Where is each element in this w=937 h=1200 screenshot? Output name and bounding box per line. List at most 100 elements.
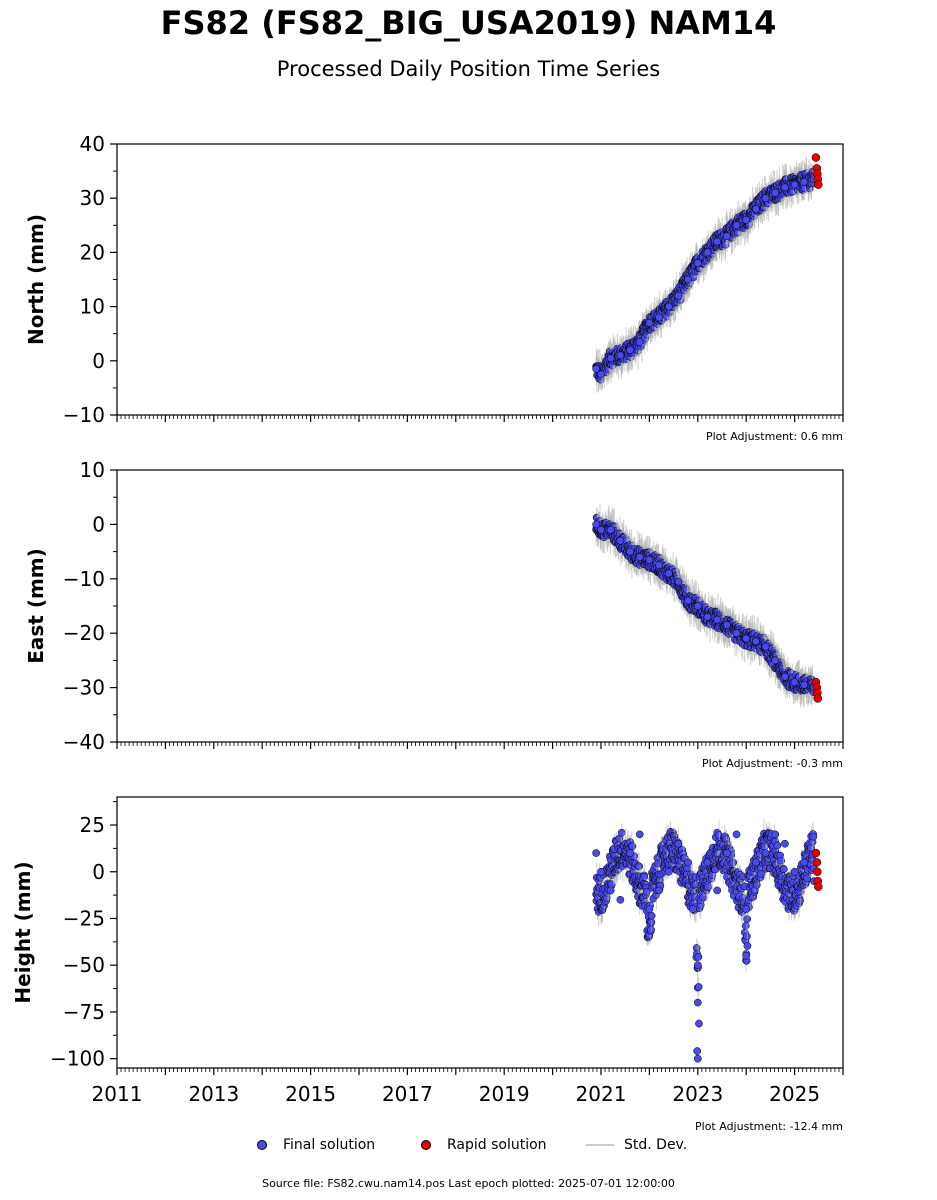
final-solution-point (790, 678, 799, 687)
rapid-solution-point (813, 694, 823, 703)
final-solution-point (781, 183, 789, 192)
final-solution-point (809, 832, 818, 841)
y-tick-label: 10 (80, 295, 105, 319)
final-solution-point (796, 896, 804, 905)
final-solution-point (761, 642, 770, 651)
final-solution-point (732, 629, 741, 638)
final-solution-point (655, 561, 663, 570)
final-solution-point (752, 205, 760, 213)
final-solution-point (606, 354, 615, 362)
final-solution-point (693, 998, 702, 1007)
final-solution-point (771, 656, 780, 665)
final-solution-point (741, 922, 750, 930)
final-solution-point (761, 194, 770, 203)
final-solution-point (693, 1047, 702, 1055)
y-tick-label: −20 (63, 621, 105, 645)
final-solution-point (664, 867, 673, 876)
final-solution-point (790, 867, 799, 876)
final-solution-point (689, 905, 697, 913)
final-solution-point (640, 872, 649, 881)
final-solution-point (703, 858, 712, 867)
final-solution-point (616, 536, 625, 545)
plot-adjustment-note: Plot Adjustment: 0.6 mm (706, 430, 843, 443)
final-solution-point (674, 577, 683, 586)
final-solution-point (781, 839, 789, 848)
final-solution-point (732, 221, 741, 230)
final-solution-point (628, 842, 637, 851)
final-solution-point (722, 849, 731, 857)
y-axis-label: East (mm) (24, 548, 48, 664)
final-solution-point (645, 555, 654, 564)
final-solution-point (771, 830, 780, 839)
final-solution-point (655, 313, 663, 322)
final-solution-point (722, 621, 731, 629)
final-solution-point (779, 865, 788, 873)
data-layer (592, 818, 823, 1063)
final-solution-point (703, 248, 712, 257)
final-solution-point (743, 915, 752, 923)
y-tick-label: −30 (63, 676, 105, 700)
final-solution-point (693, 961, 702, 970)
final-solution-point (732, 830, 741, 839)
rapid-solution-point (811, 153, 821, 162)
final-solution-point (761, 849, 770, 857)
final-solution-point (626, 346, 634, 354)
final-solution-point (684, 858, 692, 867)
final-solution-point (664, 302, 673, 311)
data-layer (592, 153, 823, 393)
chart-subtitle: Processed Daily Position Time Series (276, 57, 661, 81)
final-solution-point (635, 862, 643, 871)
final-solution-point (597, 525, 605, 534)
final-solution-point (743, 932, 751, 941)
plot-frame (116, 143, 844, 416)
final-solution-point (655, 886, 663, 895)
final-solution-point (592, 520, 601, 529)
final-solution-point (645, 905, 654, 913)
final-solution-point (742, 952, 751, 960)
plot-frame (116, 469, 844, 743)
y-tick-label: 10 (80, 458, 105, 482)
final-solution-point (635, 553, 644, 561)
final-solution-point (647, 925, 655, 934)
final-solution-point (713, 237, 722, 246)
data-layer (592, 503, 823, 708)
final-solution-point (703, 613, 712, 621)
final-solution-point (781, 672, 789, 681)
plot-adjustment-note: Plot Adjustment: -0.3 mm (702, 757, 843, 770)
final-solution-point (626, 849, 634, 857)
final-solution-point (592, 365, 601, 373)
final-solution-point (803, 874, 812, 883)
final-solution-point (742, 905, 751, 913)
final-solution-point (647, 911, 656, 920)
y-tick-label: 0 (92, 512, 105, 536)
final-solution-point (743, 942, 752, 950)
final-solution-point (674, 839, 683, 848)
final-solution-point (742, 216, 751, 224)
final-solution-point (752, 637, 760, 646)
final-solution-point (742, 634, 751, 643)
final-solution-point (773, 841, 782, 850)
y-tick-label: −40 (63, 730, 105, 754)
final-solution-point (645, 319, 654, 327)
final-solution-point (635, 337, 644, 346)
chart-title: FS82 (FS82_BIG_USA2019) NAM14 (160, 4, 777, 42)
panel-east-mm: −40 −30 −20 −10 0 10 East (mm) Plot Adjustment:… (24, 458, 844, 770)
panel-north-mm: −10 0 10 20 30 40 North (mm) Plot Adjustment: 0… (24, 132, 844, 443)
final-solution-point (771, 188, 780, 197)
final-solution-point (713, 615, 722, 624)
y-tick-label: −10 (63, 403, 105, 427)
final-solution-point (752, 858, 760, 867)
rapid-solution-point (814, 180, 823, 189)
final-solution-point (693, 1054, 702, 1063)
final-solution-point (713, 886, 722, 895)
final-solution-point (684, 596, 692, 605)
y-tick-label: 30 (80, 186, 105, 210)
final-solution-point (694, 983, 703, 991)
y-tick-label: 40 (80, 132, 105, 156)
final-solution-point (674, 291, 683, 300)
final-solution-point (592, 849, 601, 857)
final-solution-point (693, 602, 702, 610)
final-solution-point (626, 547, 634, 556)
